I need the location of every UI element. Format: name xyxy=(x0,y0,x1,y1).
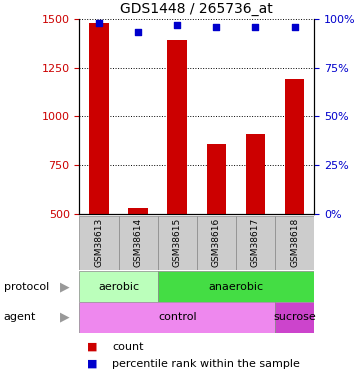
Text: GSM38616: GSM38616 xyxy=(212,218,221,267)
Bar xyxy=(245,134,265,214)
Bar xyxy=(158,271,314,302)
Point xyxy=(213,24,219,30)
Text: GSM38618: GSM38618 xyxy=(290,218,299,267)
Bar xyxy=(79,302,275,333)
Bar xyxy=(275,302,314,333)
Text: count: count xyxy=(112,342,143,352)
Point xyxy=(292,24,297,30)
Point xyxy=(135,29,141,35)
Bar xyxy=(158,216,197,270)
Bar xyxy=(79,271,158,302)
Point xyxy=(174,22,180,28)
Bar xyxy=(197,216,236,270)
Text: GSM38617: GSM38617 xyxy=(251,218,260,267)
Bar xyxy=(118,216,158,270)
Bar xyxy=(79,216,118,270)
Point xyxy=(96,20,102,26)
Title: GDS1448 / 265736_at: GDS1448 / 265736_at xyxy=(120,2,273,16)
Text: aerobic: aerobic xyxy=(98,282,139,291)
Bar xyxy=(128,208,148,214)
Text: sucrose: sucrose xyxy=(273,312,316,322)
Bar xyxy=(275,216,314,270)
Bar xyxy=(236,216,275,270)
Text: agent: agent xyxy=(4,312,36,322)
Text: protocol: protocol xyxy=(4,282,49,291)
Text: control: control xyxy=(158,312,196,322)
Text: ■: ■ xyxy=(87,359,97,369)
Bar xyxy=(206,144,226,214)
Text: anaerobic: anaerobic xyxy=(208,282,264,291)
Bar xyxy=(285,79,304,214)
Text: ■: ■ xyxy=(87,342,97,352)
Point xyxy=(252,24,258,30)
Text: percentile rank within the sample: percentile rank within the sample xyxy=(112,359,300,369)
Text: GSM38613: GSM38613 xyxy=(95,218,104,267)
Text: ▶: ▶ xyxy=(60,280,70,293)
Bar xyxy=(168,40,187,214)
Text: GSM38615: GSM38615 xyxy=(173,218,182,267)
Bar xyxy=(89,22,109,214)
Text: ▶: ▶ xyxy=(60,311,70,324)
Text: GSM38614: GSM38614 xyxy=(134,218,143,267)
